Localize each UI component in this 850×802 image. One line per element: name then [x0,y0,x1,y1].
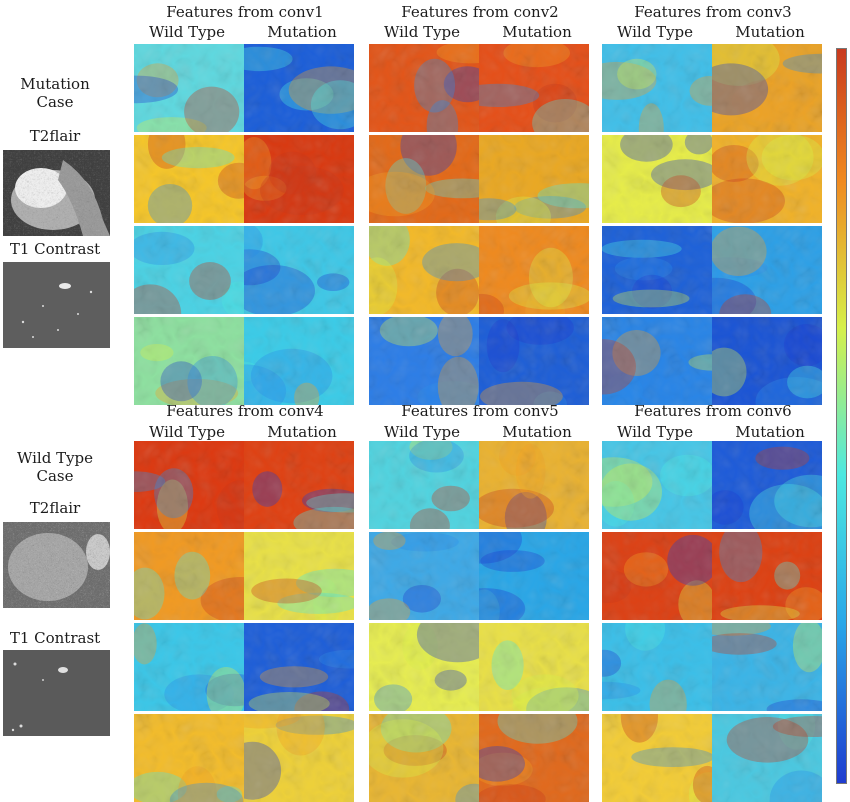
feature-map-mutation [479,317,589,405]
feature-map-wild-type [602,135,712,223]
feature-map-mutation [712,441,822,529]
feature-map-wild-type [369,317,479,405]
feature-map-mutation [712,317,822,405]
wildtype-case-title-line1: Wild Type [0,450,110,467]
panel-header-mutation: Mutation [715,24,825,41]
feature-map-wild-type [134,532,244,620]
colorbar [836,48,847,784]
feature-map-mutation [244,135,354,223]
mutation-t2flair-label: T2flair [0,128,110,145]
panel-header-wild-type: Wild Type [600,24,710,41]
feature-map-mutation [479,44,589,132]
feature-map-wild-type [602,714,712,802]
feature-map-wild-type [602,441,712,529]
feature-map-mutation [244,441,354,529]
feature-map-wild-type [369,441,479,529]
panel-header-wild-type: Wild Type [132,424,242,441]
panel-header-mutation: Mutation [715,424,825,441]
feature-map-wild-type [134,44,244,132]
feature-map-mutation [479,714,589,802]
feature-map-wild-type [134,317,244,405]
feature-map-wild-type [134,623,244,711]
panel-header-wild-type: Wild Type [600,424,710,441]
feature-map-wild-type [134,441,244,529]
feature-map-wild-type [369,226,479,314]
feature-map-mutation [479,623,589,711]
panel-header-mutation: Mutation [482,424,592,441]
feature-map-mutation [479,226,589,314]
feature-map-mutation [244,532,354,620]
feature-map-wild-type [134,226,244,314]
feature-map-mutation [712,135,822,223]
panel-header-mutation: Mutation [482,24,592,41]
feature-map-wild-type [602,623,712,711]
feature-map-mutation [479,532,589,620]
mutation-t1contrast-image [3,262,110,348]
feature-map-mutation [479,441,589,529]
feature-map-mutation [712,226,822,314]
feature-map-wild-type [369,714,479,802]
feature-map-wild-type [602,44,712,132]
feature-map-mutation [244,226,354,314]
panel-title-conv1: Features from conv1 [125,4,365,21]
panel-title-conv4: Features from conv4 [125,403,365,420]
feature-map-mutation [244,623,354,711]
panel-title-conv2: Features from conv2 [360,4,600,21]
feature-map-mutation [244,317,354,405]
feature-map-mutation [712,532,822,620]
feature-map-wild-type [134,714,244,802]
panel-title-conv5: Features from conv5 [360,403,600,420]
feature-map-mutation [712,714,822,802]
feature-map-mutation [712,44,822,132]
feature-map-mutation [479,135,589,223]
feature-map-mutation [244,714,354,802]
feature-map-wild-type [602,317,712,405]
wildtype-t1contrast-image [3,650,110,736]
mutation-case-title-line2: Case [0,94,110,111]
feature-map-wild-type [134,135,244,223]
feature-map-wild-type [369,623,479,711]
wildtype-t2flair-image [3,522,110,608]
panel-title-conv6: Features from conv6 [593,403,833,420]
panel-header-wild-type: Wild Type [132,24,242,41]
feature-map-wild-type [602,532,712,620]
feature-map-mutation [244,44,354,132]
feature-map-mutation [712,623,822,711]
wildtype-case-title-line2: Case [0,468,110,485]
wildtype-t2flair-label: T2flair [0,500,110,517]
mutation-t2flair-image [3,150,110,236]
panel-header-mutation: Mutation [247,424,357,441]
feature-map-wild-type [369,135,479,223]
panel-title-conv3: Features from conv3 [593,4,833,21]
wildtype-t1contrast-label: T1 Contrast [0,630,110,647]
feature-map-wild-type [369,532,479,620]
feature-map-wild-type [602,226,712,314]
panel-header-mutation: Mutation [247,24,357,41]
mutation-case-title-line1: Mutation [0,76,110,93]
feature-map-wild-type [369,44,479,132]
panel-header-wild-type: Wild Type [367,424,477,441]
panel-header-wild-type: Wild Type [367,24,477,41]
mutation-t1contrast-label: T1 Contrast [0,241,110,258]
